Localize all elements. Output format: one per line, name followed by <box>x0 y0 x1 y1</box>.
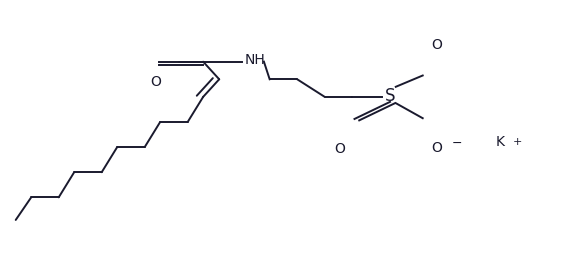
Text: O: O <box>431 38 442 52</box>
Text: O: O <box>334 142 345 156</box>
Text: O: O <box>431 141 442 155</box>
Text: K: K <box>495 135 505 149</box>
Text: O: O <box>151 75 162 89</box>
Text: −: − <box>452 137 462 150</box>
Text: NH: NH <box>244 53 265 67</box>
Text: +: + <box>513 137 522 147</box>
Text: S: S <box>385 87 395 105</box>
